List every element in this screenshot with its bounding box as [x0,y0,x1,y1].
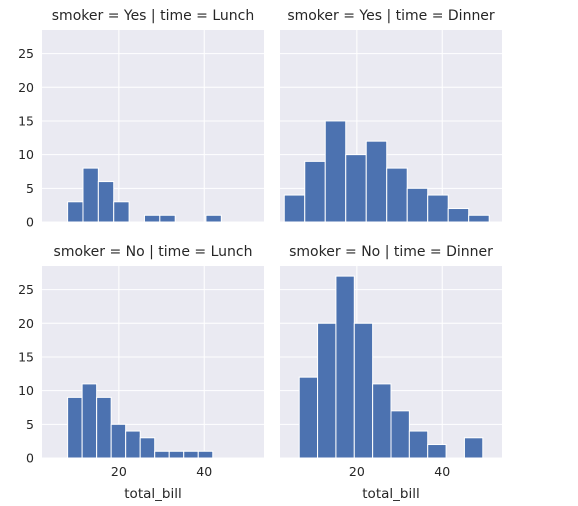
panel-title: smoker = No | time = Lunch [54,244,253,260]
histogram-bar [283,194,306,223]
histogram-bar [81,383,98,459]
facet-panel-3: smoker = No | time = Lunch 0 5 10 15 20 25 20 40… [18,244,264,502]
histogram-bar [372,383,392,459]
facet-panel-1: smoker = Yes | time = Lunch 0 5 10 15 20 25 [18,8,264,230]
y-tick-label: 20 [18,80,34,95]
x-axis-label: total_bill [124,486,181,502]
y-tick-label: 0 [26,215,34,230]
histogram-bar [205,214,222,223]
histogram-bar [82,167,99,223]
facet-panel-2: smoker = Yes | time = Dinner [280,8,502,223]
histogram-bar [96,396,112,459]
histogram-bar [168,450,185,459]
histogram-bar [97,181,115,223]
histogram-bar [304,160,326,223]
y-tick-label: 10 [18,147,34,162]
y-tick-label: 5 [26,417,34,432]
histogram-bar [197,450,214,459]
histogram-bar [125,430,141,459]
histogram-bar [335,275,355,459]
histogram-bar [390,410,410,459]
y-tick-label: 25 [18,282,34,297]
facet-panel-4: smoker = No | time = Dinner 20 40 total_bil… [280,244,502,502]
histogram-bar [324,120,347,223]
histogram-bar [67,201,84,223]
histogram-bar [386,167,408,223]
histogram-bar [365,140,388,223]
histogram-bar [468,214,490,223]
y-tick-label: 15 [18,349,34,364]
histogram-bar [463,437,484,459]
panel-title: smoker = Yes | time = Dinner [287,8,495,24]
panel-title: smoker = Yes | time = Lunch [52,8,254,24]
x-tick-label: 40 [434,464,450,479]
histogram-bar [345,154,367,223]
x-tick-label: 20 [111,464,127,479]
histogram-bar [139,437,156,459]
histogram-bar [110,423,127,459]
x-axis-label: total_bill [362,486,419,502]
x-tick-label: 20 [349,464,365,479]
y-tick-label: 0 [26,451,34,466]
y-tick-label: 20 [18,316,34,331]
histogram-bar [447,208,470,223]
histogram-bar [427,444,447,459]
histogram-bar [353,322,374,459]
histogram-bar [183,450,199,459]
y-tick-label: 5 [26,181,34,196]
y-tick-label: 15 [18,113,34,128]
y-tick-label: 25 [18,46,34,61]
histogram-bar [159,214,176,223]
histogram-bar [427,194,449,223]
histogram-bar [298,376,319,459]
panel-title: smoker = No | time = Dinner [289,244,493,260]
y-tick-label: 10 [18,383,34,398]
histogram-bar [317,322,337,459]
histogram-bar [67,396,83,459]
histogram-bar [406,187,429,223]
histogram-bar [154,450,170,459]
x-tick-label: 40 [196,464,212,479]
panel-background [42,30,264,222]
histogram-bar [408,430,429,459]
histogram-bar [143,214,161,223]
histogram-bar [113,201,130,223]
